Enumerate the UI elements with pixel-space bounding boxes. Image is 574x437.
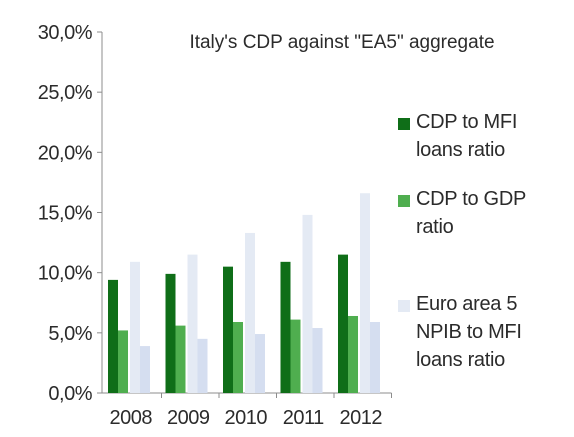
x-axis: 2008 2009 2010 2011 2012	[102, 392, 392, 429]
bar-series-2-2009	[187, 254, 198, 393]
legend-item-cdp-gdp: CDP to GDP ratio	[398, 185, 574, 241]
bar-series-1-2010	[233, 322, 243, 393]
bar-series-0-2011	[280, 261, 291, 393]
x-tick-label: 2011	[283, 407, 324, 429]
bar-series-1-2012	[348, 315, 358, 393]
bar-series-0-2008	[108, 279, 118, 393]
bar-series-3-2012	[370, 322, 380, 393]
x-tick-label: 2009	[167, 407, 210, 429]
y-axis: 0,0% 5,0% 10,0% 15,0% 20,0% 25,0% 30,0%	[38, 22, 103, 405]
bar-series-0-2009	[165, 273, 176, 393]
chart-title: Italy's CDP against "EA5" aggregate	[189, 32, 494, 53]
legend-swatch-ea5	[398, 300, 410, 312]
legend-item-cdp-mfi: CDP to MFI loans ratio	[398, 108, 574, 164]
bar-series-3-2010	[255, 334, 265, 393]
x-tick-label: 2008	[110, 407, 153, 429]
bar-series-3-2009	[197, 338, 208, 393]
bar-series-0-2012	[338, 254, 348, 393]
x-tick-label: 2010	[225, 407, 268, 429]
y-tick-label: 0,0%	[48, 383, 92, 405]
y-tick-label: 20,0%	[38, 142, 93, 164]
bar-series-2-2012	[360, 193, 370, 393]
y-tick-label: 5,0%	[48, 323, 92, 345]
bar-series-2-2011	[302, 214, 313, 393]
bar-series-2-2010	[245, 232, 255, 393]
bar-series-3-2011	[312, 328, 323, 393]
legend-label-cdp-gdp: CDP to GDP ratio	[416, 188, 526, 238]
y-tick-label: 25,0%	[38, 82, 93, 104]
bar-series-1-2009	[175, 325, 186, 393]
y-tick-label: 10,0%	[38, 263, 93, 285]
bar-series-3-2008	[140, 346, 150, 393]
bar-series-2-2008	[130, 261, 140, 393]
x-tick-label: 2012	[340, 407, 383, 429]
legend-swatch-cdp-mfi	[398, 118, 410, 130]
legend-label-cdp-mfi: CDP to MFI loans ratio	[416, 111, 518, 161]
y-tick-label: 15,0%	[38, 203, 93, 225]
legend-item-ea5: Euro area 5 NPIB to MFI loans ratio	[398, 290, 574, 374]
bar-series-1-2011	[290, 319, 301, 393]
y-tick-label: 30,0%	[38, 22, 93, 44]
legend-swatch-cdp-gdp	[398, 195, 410, 207]
legend-label-ea5: Euro area 5 NPIB to MFI loans ratio	[416, 293, 522, 371]
bars	[108, 193, 380, 393]
legend: CDP to MFI loans ratio CDP to GDP ratio …	[398, 0, 574, 432]
bar-series-1-2008	[118, 330, 128, 393]
bar-series-0-2010	[223, 266, 233, 393]
